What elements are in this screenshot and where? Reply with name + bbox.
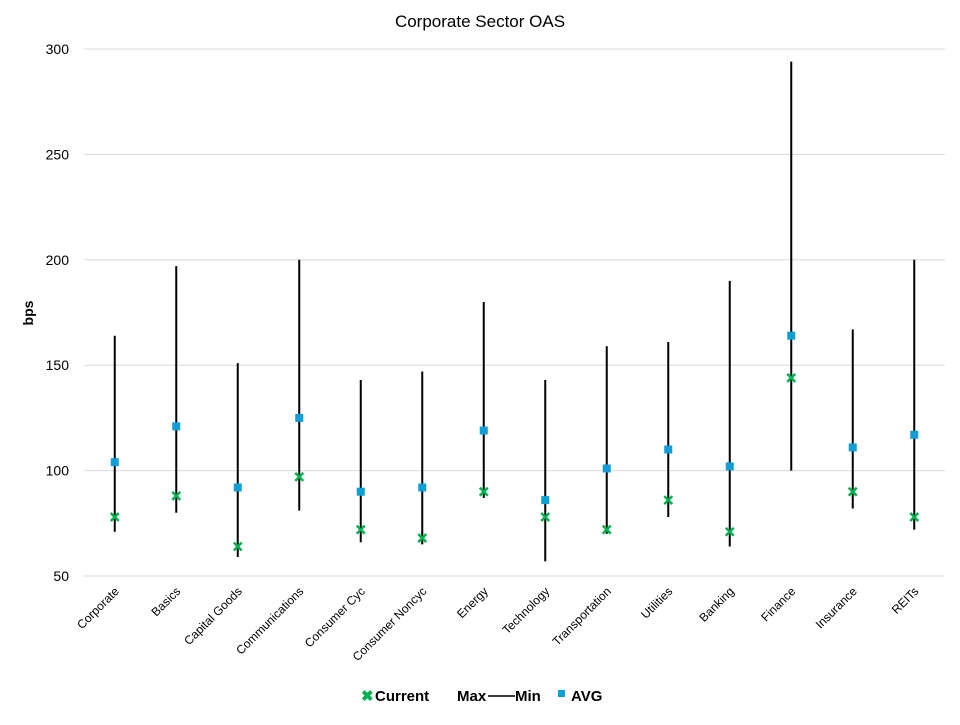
current-marker-stroke [355, 524, 366, 535]
current-marker-stroke [540, 512, 551, 522]
legend-min-label: Min [515, 688, 541, 705]
legend-avg-label: AVG [571, 688, 602, 705]
legend-avg-marker [558, 690, 565, 697]
x-tick-label: Capital Goods [181, 584, 245, 648]
x-tick-label: Finance [758, 584, 798, 624]
avg-marker [541, 496, 550, 505]
x-tick-label: Corporate [74, 584, 122, 632]
current-marker [355, 524, 366, 535]
y-tick-label: 300 [46, 41, 70, 57]
x-tick-label: Transportation [550, 584, 614, 648]
avg-marker [110, 458, 119, 467]
current-marker-stroke [294, 472, 305, 482]
avg-marker [418, 483, 427, 492]
x-tick-label: Communications [233, 584, 306, 657]
current-marker [232, 541, 243, 552]
y-axis-label: bps [20, 300, 36, 325]
avg-marker [479, 426, 488, 435]
x-tick-label: Banking [696, 584, 737, 625]
current-marker [663, 495, 674, 505]
current-marker-stroke [478, 486, 489, 497]
y-tick-label: 50 [53, 568, 69, 584]
current-marker [294, 472, 305, 482]
legend-max-label: Max [457, 688, 487, 705]
avg-marker [848, 443, 857, 452]
legend-current: ✖ Current [361, 688, 429, 705]
y-tick-label: 250 [46, 146, 70, 162]
avg-marker [787, 331, 796, 340]
legend-range: Max Min [457, 688, 541, 705]
current-marker [171, 491, 182, 501]
current-marker [601, 524, 612, 535]
current-marker-stroke [232, 541, 243, 552]
current-marker [909, 512, 920, 522]
gridlines [84, 48, 945, 577]
avg-marker [910, 430, 919, 439]
avg-marker [356, 487, 365, 496]
current-marker-stroke [663, 495, 674, 505]
current-marker-stroke [724, 526, 735, 537]
data-marks [109, 61, 920, 562]
x-tick-label: Technology [500, 584, 553, 637]
legend-current-label: Current [375, 688, 429, 705]
current-marker [417, 533, 428, 543]
current-marker-stroke [847, 486, 858, 497]
legend-current-marker: ✖ [361, 688, 374, 705]
y-tick-label: 200 [46, 252, 70, 268]
x-tick-label: Consumer Cyc [302, 584, 368, 650]
avg-marker [172, 422, 181, 431]
current-marker [109, 512, 120, 522]
x-tick-label: Insurance [813, 584, 860, 631]
avg-marker [664, 445, 673, 454]
current-marker-stroke [909, 512, 920, 522]
y-tick-labels: 50 100 150 200 250 300 [46, 41, 70, 584]
current-marker-stroke [786, 372, 797, 383]
x-tick-label: Basics [148, 584, 183, 619]
current-marker [847, 486, 858, 497]
current-marker-stroke [109, 512, 120, 522]
current-marker-stroke [171, 491, 182, 501]
avg-marker [233, 483, 242, 492]
current-marker-stroke [601, 524, 612, 535]
current-marker-stroke [417, 533, 428, 543]
x-tick-label: REITs [889, 584, 922, 617]
avg-marker [295, 413, 304, 422]
x-tick-label: Utilities [638, 584, 675, 621]
current-marker [478, 486, 489, 497]
x-tick-label: Energy [454, 584, 491, 621]
legend: ✖ Current Max Min AVG [361, 688, 602, 705]
chart-title: Corporate Sector OAS [395, 12, 565, 31]
current-marker [724, 526, 735, 537]
y-tick-label: 150 [46, 357, 70, 373]
avg-marker [725, 462, 734, 471]
y-tick-label: 100 [46, 463, 70, 479]
current-marker [786, 372, 797, 383]
legend-avg: AVG [558, 688, 602, 705]
avg-marker [602, 464, 611, 473]
current-marker [540, 512, 551, 522]
